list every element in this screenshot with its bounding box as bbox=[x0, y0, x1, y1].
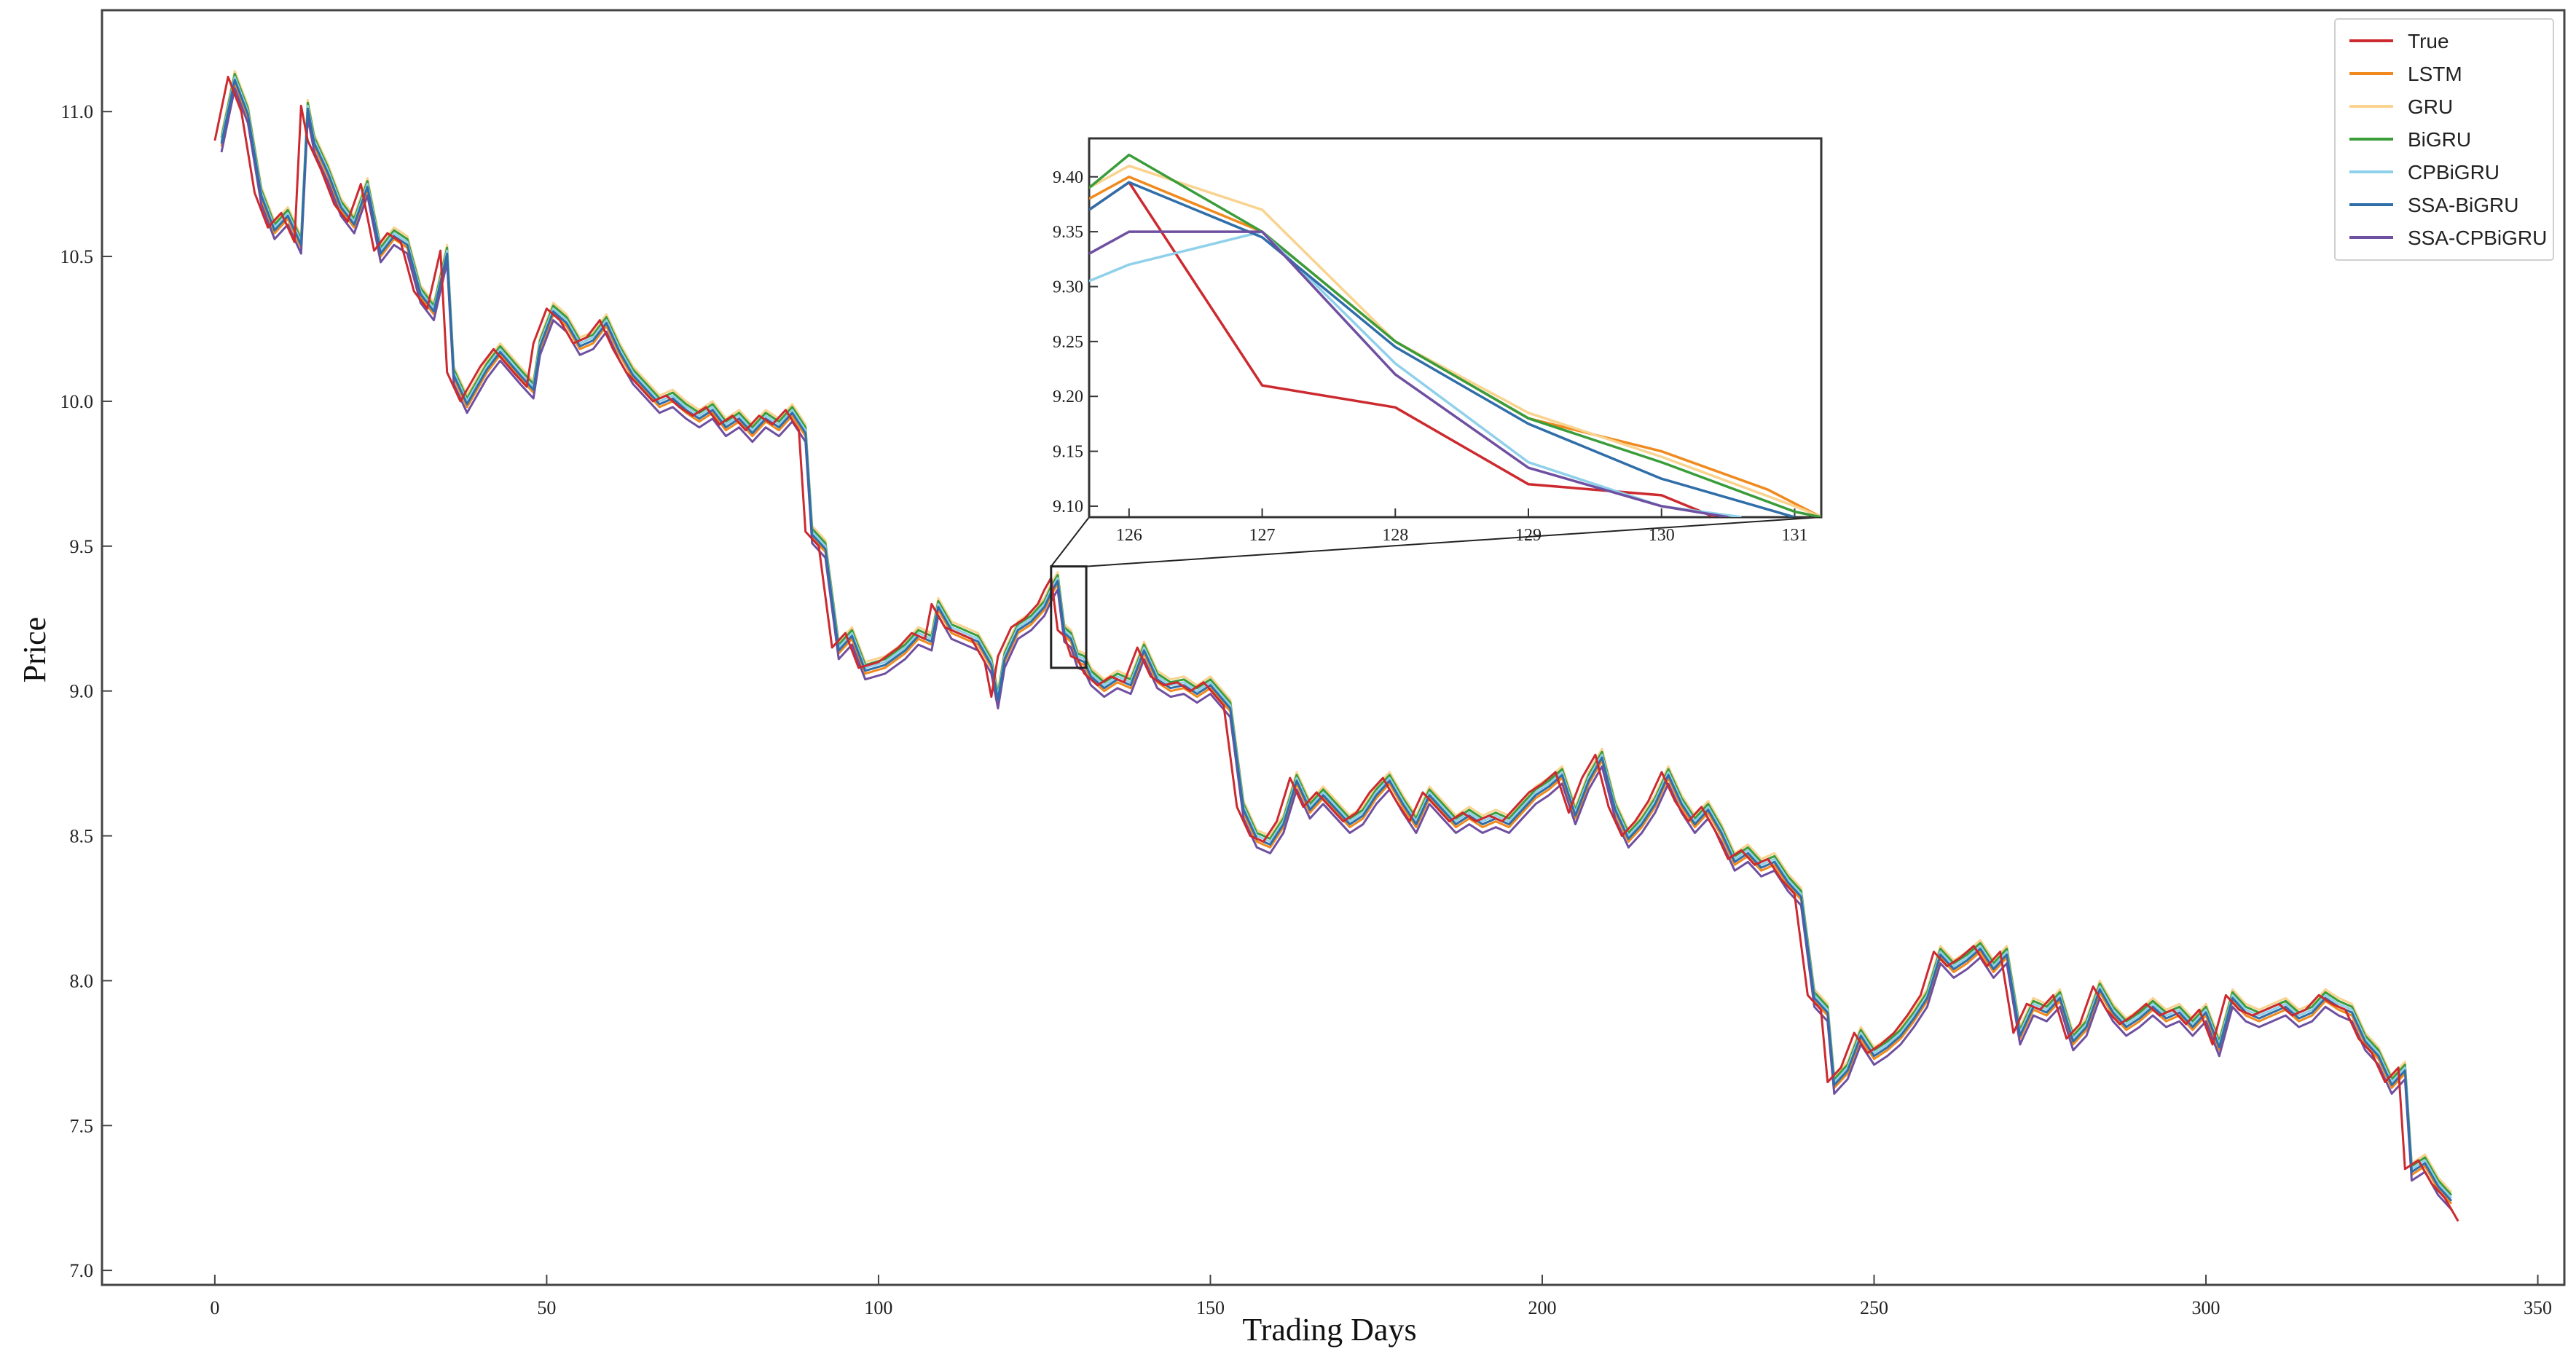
legend-label: SSA-BiGRU bbox=[2408, 194, 2518, 216]
legend-label: BiGRU bbox=[2408, 128, 2471, 151]
x-tick-label: 50 bbox=[537, 1297, 556, 1318]
zoom-connector-line bbox=[1086, 516, 1822, 567]
legend-label: CPBiGRU bbox=[2408, 161, 2500, 184]
y-tick-label: 8.5 bbox=[70, 826, 94, 847]
x-axis-label: Trading Days bbox=[1242, 1312, 1416, 1348]
inset-y-tick-label: 9.30 bbox=[1053, 278, 1083, 296]
y-axis-label: Price bbox=[17, 617, 52, 683]
zoom-connector-line bbox=[1051, 516, 1090, 567]
inset-y-tick-label: 9.35 bbox=[1053, 223, 1083, 242]
x-tick-label: 350 bbox=[2524, 1297, 2552, 1318]
main-series-lines bbox=[213, 70, 2459, 1222]
inset-y-tick-label: 9.10 bbox=[1053, 497, 1083, 516]
y-tick-label: 8.0 bbox=[70, 970, 94, 991]
legend: True LSTM GRU BiGRU CPBiGRU SSA-BiGRU SSA-CPBi… bbox=[2334, 18, 2554, 261]
inset-series-line-gru bbox=[1089, 164, 1821, 517]
inset-y-tick-label: 9.20 bbox=[1053, 388, 1083, 406]
y-tick-label: 7.0 bbox=[70, 1260, 94, 1281]
x-tick-label: 150 bbox=[1196, 1297, 1225, 1318]
inset-x-tick-label: 131 bbox=[1781, 526, 1807, 545]
inset-series-line-ssa-bigru bbox=[1089, 181, 1795, 517]
y-tick-label: 9.0 bbox=[70, 681, 94, 702]
inset-x-tick-label: 129 bbox=[1515, 526, 1542, 545]
inset-x-tick-label: 128 bbox=[1382, 526, 1408, 545]
y-tick-label: 10.5 bbox=[60, 246, 94, 267]
y-tick-label: 7.5 bbox=[70, 1115, 94, 1136]
inset-x-tick-label: 126 bbox=[1116, 526, 1142, 545]
inset-y-tick-label: 9.40 bbox=[1053, 168, 1083, 187]
inset-series-line-bigru bbox=[1089, 153, 1821, 517]
series-line-ssa-bigru bbox=[220, 79, 2453, 1202]
y-tick-label: 10.0 bbox=[60, 391, 94, 412]
plot-frame bbox=[101, 9, 2566, 1286]
x-tick-label: 250 bbox=[1860, 1297, 1888, 1318]
legend-label: SSA-CPBiGRU bbox=[2408, 227, 2547, 249]
series-line-ssa-cpbigru bbox=[220, 87, 2453, 1211]
main-axes: 0 50 100 150 200 250 300 350 7.0 7.5 8.0 8.5 9.0 9.5 1… bbox=[60, 9, 2566, 1318]
legend-label: True bbox=[2408, 30, 2449, 52]
y-tick-label: 9.5 bbox=[70, 536, 94, 557]
x-tick-label: 100 bbox=[864, 1297, 892, 1318]
legend-label: GRU bbox=[2408, 95, 2453, 118]
zoom-region-box bbox=[1050, 565, 1088, 669]
inset-zoom-plot: 126 127 128 129 130 131 9.10 9.15 9.20 9.25 9.30 9.… bbox=[1053, 137, 1823, 545]
y-tick-label: 11.0 bbox=[60, 101, 93, 122]
x-tick-label: 0 bbox=[210, 1297, 219, 1318]
series-line-true bbox=[213, 76, 2459, 1222]
series-line-lstm bbox=[220, 81, 2453, 1205]
inset-series-line-ssa-cpbigru bbox=[1089, 230, 1729, 517]
legend-box bbox=[2334, 18, 2554, 261]
x-tick-label: 200 bbox=[1528, 1297, 1556, 1318]
inset-x-tick-label: 127 bbox=[1249, 526, 1276, 545]
inset-y-tick-label: 9.25 bbox=[1053, 333, 1083, 352]
legend-label: LSTM bbox=[2408, 63, 2462, 85]
inset-x-tick-label: 130 bbox=[1649, 526, 1675, 545]
x-tick-label: 300 bbox=[2192, 1297, 2220, 1318]
inset-y-tick-label: 9.15 bbox=[1053, 443, 1083, 462]
